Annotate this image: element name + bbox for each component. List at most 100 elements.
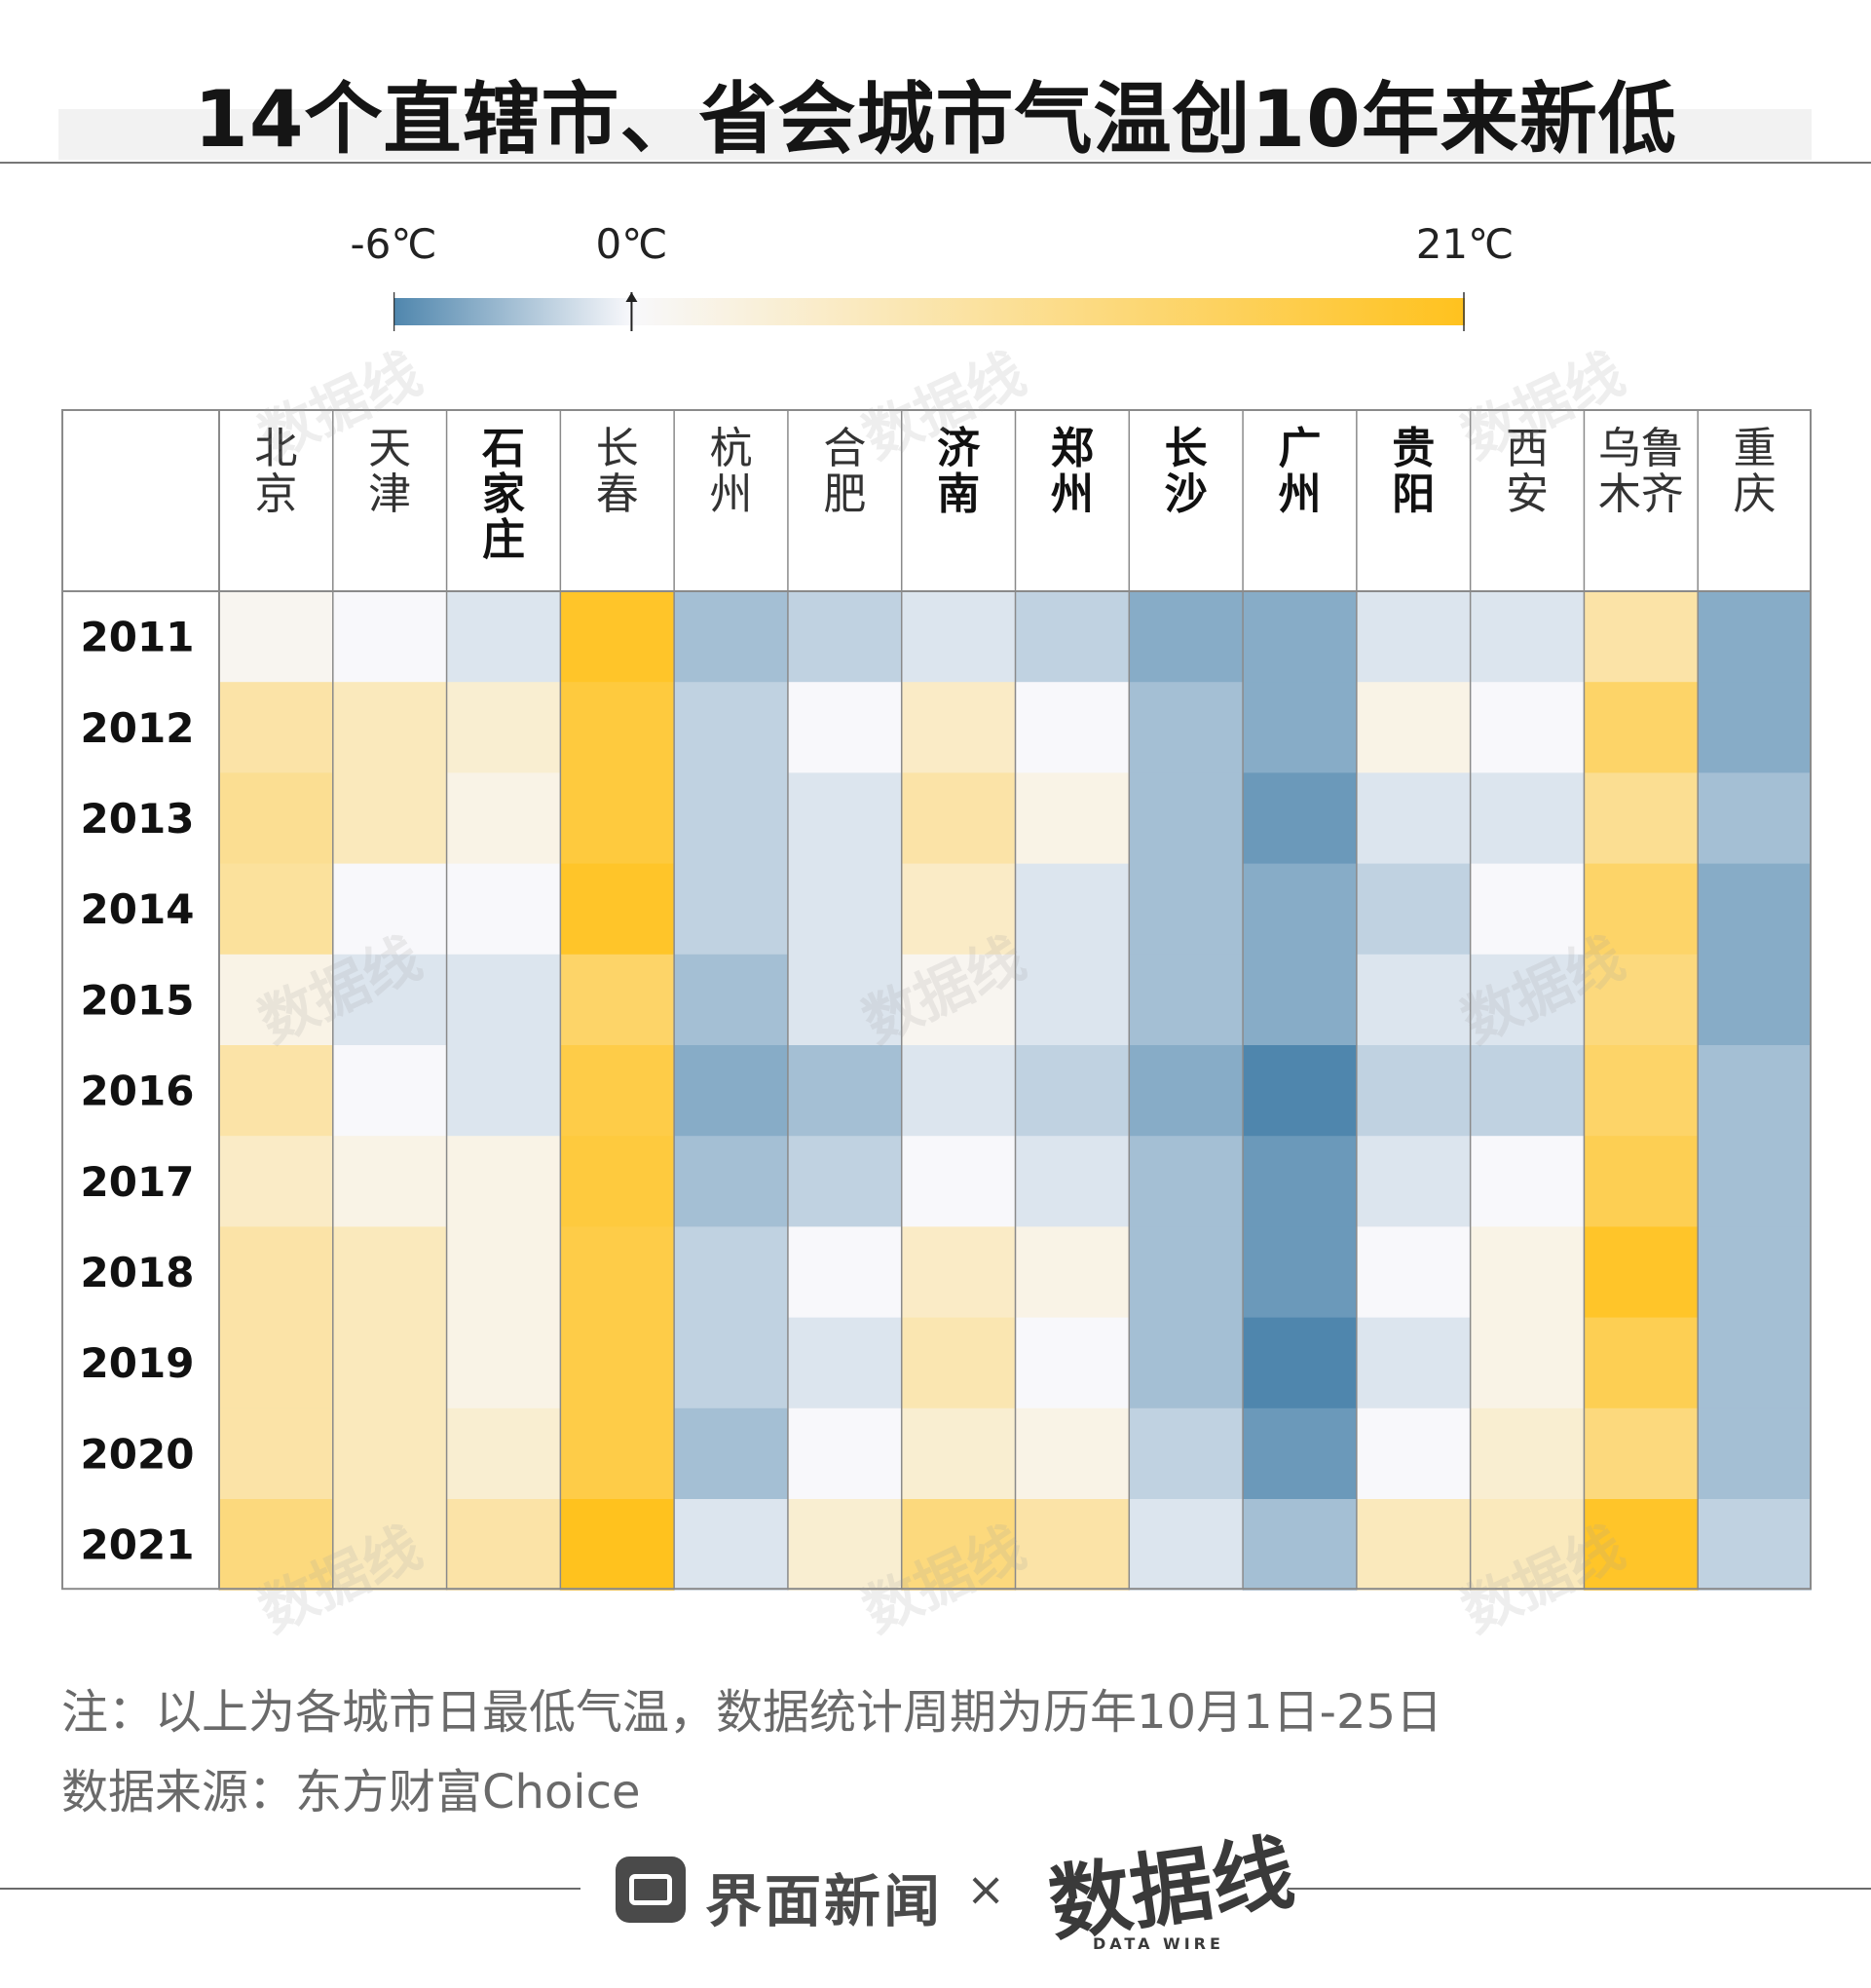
- heatmap-cell: [1015, 1407, 1130, 1500]
- heatmap-cell: [1129, 954, 1244, 1046]
- heatmap-cell: [1698, 1499, 1812, 1591]
- legend-max-label: 21℃: [1415, 220, 1515, 268]
- heatmap-cell: [1015, 772, 1130, 865]
- legend-mid-label: 0℃: [595, 220, 668, 268]
- heatmap-cell: [901, 1045, 1017, 1137]
- heatmap-cell: [1243, 1499, 1358, 1591]
- heatmap-cell: [787, 591, 903, 683]
- heatmap-cell: [1470, 591, 1586, 683]
- heatmap-cell: [674, 954, 789, 1046]
- heatmap-cell: [1698, 591, 1812, 683]
- heatmap-cell: [1015, 682, 1130, 773]
- legend-color-scale: [393, 292, 1465, 331]
- heatmap-cell: [787, 772, 903, 865]
- heatmap-cell: [674, 682, 789, 773]
- heatmap-cell: [1356, 1136, 1472, 1227]
- heatmap-cell: [1015, 1317, 1130, 1409]
- heatmap-cell: [1698, 1317, 1812, 1409]
- title-band: [58, 109, 1812, 160]
- heatmap-cell: [219, 1317, 334, 1409]
- heatmap-cell: [219, 1407, 334, 1500]
- heatmap-cell: [446, 772, 561, 865]
- heatmap-cell: [1470, 772, 1586, 865]
- heatmap-cell: [1129, 863, 1244, 956]
- heatmap-cell: [1129, 682, 1244, 773]
- data-source: 数据来源：东方财富Choice: [61, 1765, 641, 1819]
- city-label: 合肥: [823, 424, 866, 519]
- heatmap-cell: [1356, 1317, 1472, 1409]
- title-divider: [0, 162, 1871, 164]
- heatmap-cell: [1129, 1499, 1244, 1591]
- heatmap-cell: [1243, 772, 1358, 865]
- chart-frame: [61, 409, 1812, 1591]
- heatmap-cell: [674, 1317, 789, 1409]
- heatmap-cell: [1015, 1226, 1130, 1319]
- heatmap-cell: [901, 1136, 1017, 1227]
- heatmap-cell: [1698, 954, 1812, 1046]
- heatmap-cell: [901, 1499, 1017, 1591]
- heatmap-cell: [560, 772, 675, 865]
- city-label: 长沙: [1165, 424, 1208, 519]
- heatmap-cell: [1470, 863, 1586, 956]
- heatmap-cell: [1584, 682, 1699, 773]
- heatmap-cell: [1470, 682, 1586, 773]
- heatmap-cell: [787, 1317, 903, 1409]
- heatmap-cell: [1698, 863, 1812, 956]
- city-label: 石家庄: [482, 424, 525, 565]
- heatmap-cell: [1584, 1136, 1699, 1227]
- city-label: 长春: [596, 424, 639, 519]
- heatmap-cell: [1584, 1499, 1699, 1591]
- legend-warm-gradient: [631, 298, 1465, 325]
- city-label: 重庆: [1734, 424, 1777, 519]
- city-label: 广州: [1278, 424, 1321, 519]
- heatmap-chart: 2011 2012 2013 2014 2015 2016 2017 2018 2019 2020…: [61, 409, 1812, 1591]
- jiemian-logo-icon: [616, 1857, 686, 1923]
- heatmap-cell: [1243, 1226, 1358, 1319]
- heatmap-cell: [1584, 954, 1699, 1046]
- heatmap-cell: [901, 1317, 1017, 1409]
- heatmap-cell: [787, 1136, 903, 1227]
- heatmap-cell: [1129, 1407, 1244, 1500]
- heatmap-cell: [560, 1226, 675, 1319]
- year-label: 2013: [81, 795, 195, 843]
- year-label: 2011: [81, 614, 195, 661]
- heatmap-cell: [1129, 1226, 1244, 1319]
- heatmap-cell: [1356, 1045, 1472, 1137]
- heatmap-cell: [219, 954, 334, 1046]
- heatmap-cell: [446, 1407, 561, 1500]
- year-label: 2017: [81, 1158, 195, 1206]
- heatmap-cell: [1015, 591, 1130, 683]
- heatmap-cell: [1243, 1407, 1358, 1500]
- city-label: 郑州: [1051, 424, 1094, 519]
- year-label: 2021: [81, 1521, 195, 1569]
- year-label: 2012: [81, 704, 195, 752]
- heatmap-cell: [332, 1407, 448, 1500]
- city-label: 贵阳: [1392, 424, 1435, 519]
- heatmap-cell: [219, 1499, 334, 1591]
- footer-divider-left: [0, 1888, 580, 1890]
- heatmap-cell: [219, 1136, 334, 1227]
- partner-logo-subtitle: DATA WIRE: [1093, 1934, 1224, 1953]
- heatmap-cell: [332, 1317, 448, 1409]
- year-label: 2014: [81, 885, 195, 933]
- heatmap-cell: [332, 1136, 448, 1227]
- city-label: 天津: [368, 424, 411, 519]
- heatmap-cell: [446, 863, 561, 956]
- heatmap-cell: [1356, 682, 1472, 773]
- heatmap-cell: [446, 591, 561, 683]
- heatmap-cell: [1243, 1045, 1358, 1137]
- heatmap-cell: [1470, 1499, 1586, 1591]
- legend-cold-gradient: [393, 298, 632, 325]
- heatmap-cell: [446, 954, 561, 1046]
- city-label: 乌鲁木齐: [1598, 424, 1684, 519]
- brand-name: 界面新闻: [705, 1868, 944, 1934]
- heatmap-cell: [787, 682, 903, 773]
- heatmap-cell: [1129, 772, 1244, 865]
- heatmap-cell: [560, 1407, 675, 1500]
- heatmap-cell: [674, 863, 789, 956]
- heatmap-cell: [1015, 1136, 1130, 1227]
- heatmap-cell: [1698, 682, 1812, 773]
- heatmap-cell: [1356, 772, 1472, 865]
- heatmap-cell: [219, 682, 334, 773]
- heatmap-cell: [560, 863, 675, 956]
